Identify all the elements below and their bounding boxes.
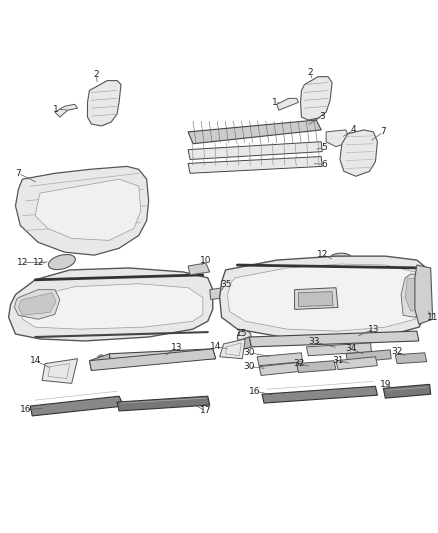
Text: 1: 1 — [272, 98, 278, 107]
Polygon shape — [55, 104, 78, 117]
Text: 14: 14 — [29, 356, 41, 365]
Polygon shape — [346, 350, 391, 362]
Polygon shape — [35, 179, 141, 240]
Polygon shape — [383, 384, 431, 398]
Text: 12: 12 — [317, 249, 328, 259]
Polygon shape — [88, 80, 121, 126]
Text: 1: 1 — [53, 104, 59, 114]
Polygon shape — [117, 396, 210, 411]
Polygon shape — [42, 359, 78, 383]
Text: 34: 34 — [345, 344, 357, 353]
Text: 19: 19 — [380, 380, 391, 389]
Text: 33: 33 — [308, 337, 320, 346]
Polygon shape — [21, 284, 203, 329]
Ellipse shape — [407, 264, 423, 272]
Polygon shape — [188, 142, 322, 159]
Circle shape — [309, 293, 321, 304]
Circle shape — [98, 115, 108, 125]
Text: 14: 14 — [210, 342, 221, 351]
Polygon shape — [405, 278, 425, 311]
Text: 12: 12 — [32, 257, 44, 266]
Polygon shape — [401, 274, 429, 317]
Text: 13: 13 — [170, 343, 182, 352]
Circle shape — [401, 332, 409, 340]
Ellipse shape — [48, 254, 75, 270]
Text: 4: 4 — [351, 125, 357, 134]
Text: 12: 12 — [17, 257, 28, 266]
Polygon shape — [297, 361, 336, 373]
Polygon shape — [14, 289, 60, 319]
Text: 3: 3 — [319, 111, 325, 120]
Polygon shape — [219, 339, 245, 359]
Polygon shape — [336, 357, 378, 369]
Polygon shape — [300, 77, 332, 120]
Text: 7: 7 — [381, 127, 386, 136]
Ellipse shape — [330, 253, 352, 263]
Text: 10: 10 — [200, 256, 212, 264]
Polygon shape — [237, 337, 251, 351]
Circle shape — [237, 330, 251, 344]
Polygon shape — [188, 120, 321, 144]
Text: 30: 30 — [244, 362, 255, 371]
Polygon shape — [415, 265, 433, 324]
Polygon shape — [219, 256, 430, 339]
Text: 17: 17 — [200, 407, 212, 416]
Text: 6: 6 — [321, 160, 327, 169]
Text: 13: 13 — [368, 325, 379, 334]
Polygon shape — [30, 396, 124, 416]
Text: 32: 32 — [392, 348, 403, 356]
Polygon shape — [18, 293, 56, 316]
Polygon shape — [295, 288, 338, 309]
Circle shape — [194, 350, 202, 358]
Circle shape — [253, 337, 261, 345]
Polygon shape — [227, 264, 423, 331]
Text: 7: 7 — [16, 169, 21, 178]
Polygon shape — [188, 263, 210, 275]
Polygon shape — [9, 268, 213, 341]
Polygon shape — [340, 130, 378, 176]
Text: 2: 2 — [94, 70, 99, 79]
Polygon shape — [257, 353, 303, 366]
Polygon shape — [210, 288, 226, 300]
Polygon shape — [262, 386, 378, 403]
Text: 11: 11 — [427, 313, 438, 322]
Polygon shape — [89, 354, 111, 370]
Polygon shape — [15, 166, 148, 255]
Text: 5: 5 — [321, 143, 327, 152]
Polygon shape — [277, 99, 299, 110]
Text: 31: 31 — [332, 356, 344, 365]
Polygon shape — [299, 292, 333, 306]
Text: 16: 16 — [249, 387, 261, 396]
Text: 15: 15 — [236, 328, 247, 337]
Text: 16: 16 — [20, 406, 31, 415]
Polygon shape — [109, 349, 215, 364]
Polygon shape — [249, 331, 419, 347]
Text: 2: 2 — [307, 68, 313, 77]
Polygon shape — [259, 362, 299, 375]
Text: 30: 30 — [244, 348, 255, 357]
Polygon shape — [307, 343, 371, 356]
Text: 32: 32 — [293, 359, 304, 368]
Polygon shape — [326, 130, 351, 147]
Polygon shape — [188, 157, 322, 173]
Polygon shape — [395, 353, 427, 364]
Polygon shape — [89, 349, 215, 370]
Text: 35: 35 — [220, 280, 231, 289]
Circle shape — [97, 355, 105, 362]
Circle shape — [309, 109, 319, 119]
